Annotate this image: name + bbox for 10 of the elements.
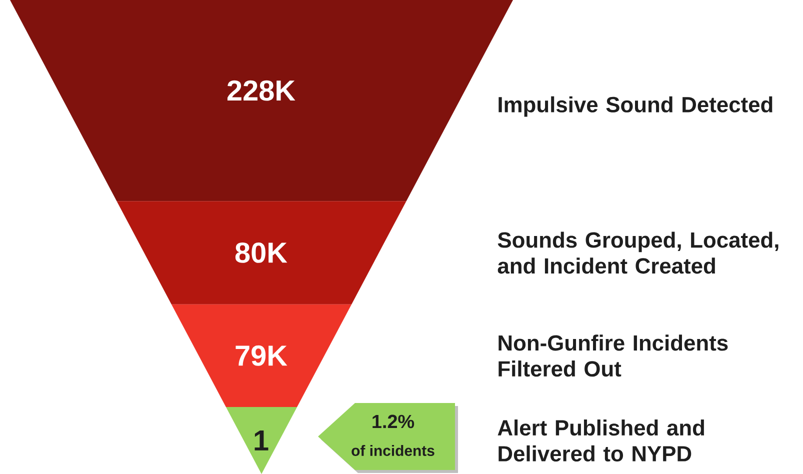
category-label: Sounds Grouped, Located, and Incident Created [498, 232, 778, 274]
category-label: Alert Published and Delivered to NYPD [498, 419, 704, 462]
category-label: Impulsive Sound Detected [498, 96, 772, 117]
category-label: Non-Gunfire Incidents Filtered Out [498, 334, 728, 377]
data-label: 1 [254, 430, 268, 450]
text: 1.2% [372, 414, 414, 428]
text: of incidents [352, 445, 434, 456]
data-label: 79K [236, 345, 288, 366]
data-label: 228K [227, 80, 296, 101]
data-label: 80K [235, 242, 288, 263]
